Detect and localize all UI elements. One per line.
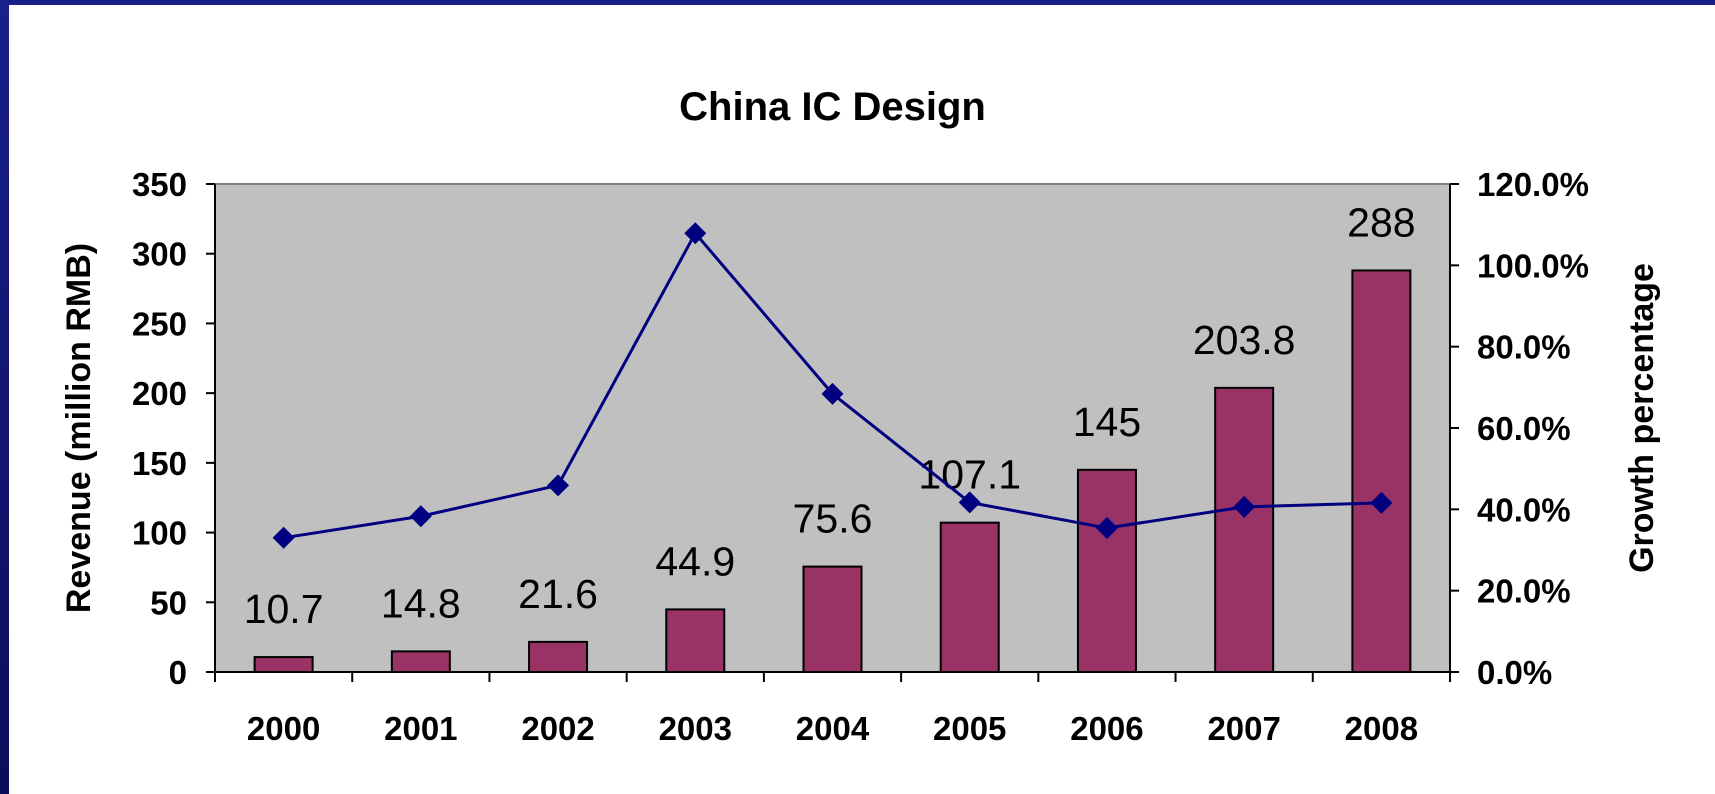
right-tick-label: 60.0% [1477, 410, 1571, 447]
bar [253, 656, 314, 673]
right-tick-label: 80.0% [1477, 329, 1571, 366]
left-tick-label: 250 [132, 305, 187, 342]
bar-data-label: 203.8 [1193, 317, 1296, 363]
growth-marker [409, 505, 432, 528]
right-tick-label: 40.0% [1477, 491, 1571, 528]
bar-data-label: 288 [1347, 199, 1415, 245]
growth-marker [1095, 517, 1118, 540]
growth-marker [684, 222, 707, 245]
left-tick-label: 200 [132, 375, 187, 412]
x-tick-label: 2002 [521, 710, 594, 747]
right-tick-label: 100.0% [1477, 247, 1589, 284]
x-tick-label: 2007 [1207, 710, 1280, 747]
growth-marker [1233, 495, 1256, 518]
x-tick-label: 2008 [1345, 710, 1418, 747]
growth-marker [547, 474, 570, 497]
left-tick-label: 100 [132, 515, 187, 552]
bar-data-label: 145 [1073, 399, 1141, 445]
right-axis-title: Growth percentage [1623, 263, 1661, 573]
left-axis-title: Revenue (million RMB) [60, 243, 98, 613]
bar [802, 565, 863, 673]
bar [528, 640, 589, 673]
bar [1214, 386, 1275, 673]
right-tick-label: 20.0% [1477, 573, 1571, 610]
bar [939, 521, 1000, 673]
bar-data-label: 21.6 [518, 571, 598, 617]
x-tick-label: 2006 [1070, 710, 1143, 747]
bar-data-label: 10.7 [244, 586, 324, 632]
chart-title: China IC Design [679, 85, 986, 129]
growth-marker [1370, 491, 1393, 514]
left-tick-label: 0 [169, 654, 187, 691]
growth-marker [821, 382, 844, 405]
x-tick-label: 2005 [933, 710, 1006, 747]
bar [390, 650, 451, 673]
right-tick-label: 0.0% [1477, 654, 1552, 691]
bar-data-label: 44.9 [655, 538, 735, 584]
bar [665, 608, 726, 673]
bar [1076, 468, 1137, 674]
x-tick-label: 2004 [796, 710, 870, 747]
left-tick-label: 150 [132, 445, 187, 482]
right-tick-label: 120.0% [1477, 166, 1589, 203]
left-tick-label: 50 [150, 584, 187, 621]
growth-marker [958, 491, 981, 514]
growth-marker [272, 526, 295, 549]
bar [1351, 269, 1412, 673]
left-tick-label: 350 [132, 166, 187, 203]
x-tick-label: 2003 [659, 710, 732, 747]
x-tick-label: 2000 [247, 710, 320, 747]
left-tick-label: 300 [132, 236, 187, 273]
bar-data-label: 75.6 [793, 496, 873, 542]
bar-data-label: 14.8 [381, 580, 461, 626]
x-tick-label: 2001 [384, 710, 457, 747]
